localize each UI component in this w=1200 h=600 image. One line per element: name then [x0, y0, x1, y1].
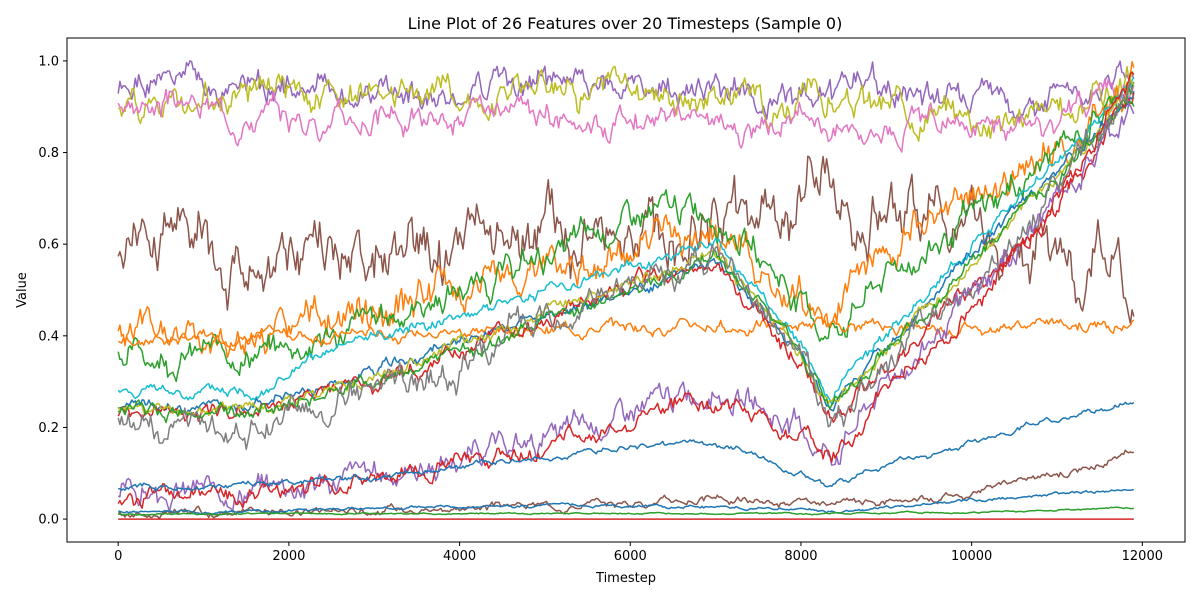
y-tick-label: 0.0 [38, 513, 59, 528]
series-line-7 [117, 316, 1135, 352]
y-tick-label: 0.4 [38, 329, 59, 344]
series-line-1 [117, 60, 1135, 121]
x-tick-label: 10000 [951, 549, 992, 564]
x-tick-label: 8000 [784, 549, 817, 564]
series-line-18 [118, 488, 1134, 515]
y-tick-label: 0.2 [38, 421, 59, 436]
x-tick-label: 0 [114, 549, 122, 564]
y-axis-label: Value [15, 272, 30, 308]
series-line-13 [117, 81, 1135, 451]
series-line-15 [117, 71, 1135, 509]
series-line-5 [117, 60, 1135, 359]
series-line-6 [117, 81, 1135, 383]
y-tick-label: 0.8 [38, 146, 59, 161]
x-axis-ticks: 0 2000 4000 6000 8000 10000 12000 [114, 542, 1163, 564]
series-line-3 [117, 78, 1135, 153]
x-tick-label: 6000 [614, 549, 647, 564]
x-tick-label: 4000 [443, 549, 476, 564]
x-tick-label: 12000 [1122, 549, 1163, 564]
y-axis-ticks: 0.0 0.2 0.4 0.6 0.8 1.0 [38, 54, 67, 528]
series-line-16 [118, 401, 1135, 492]
y-tick-label: 0.6 [38, 238, 59, 253]
x-tick-label: 2000 [272, 549, 305, 564]
plot-frame [66, 37, 1186, 543]
series-line-12 [117, 99, 1135, 424]
series-line-19 [118, 506, 1134, 516]
series-lines [117, 60, 1135, 520]
chart-title: Line Plot of 26 Features over 20 Timeste… [408, 14, 843, 33]
y-tick-label: 1.0 [38, 54, 59, 69]
series-line-2 [118, 65, 1135, 142]
series-line-4 [117, 155, 1135, 325]
x-axis-label: Timestep [595, 571, 656, 586]
